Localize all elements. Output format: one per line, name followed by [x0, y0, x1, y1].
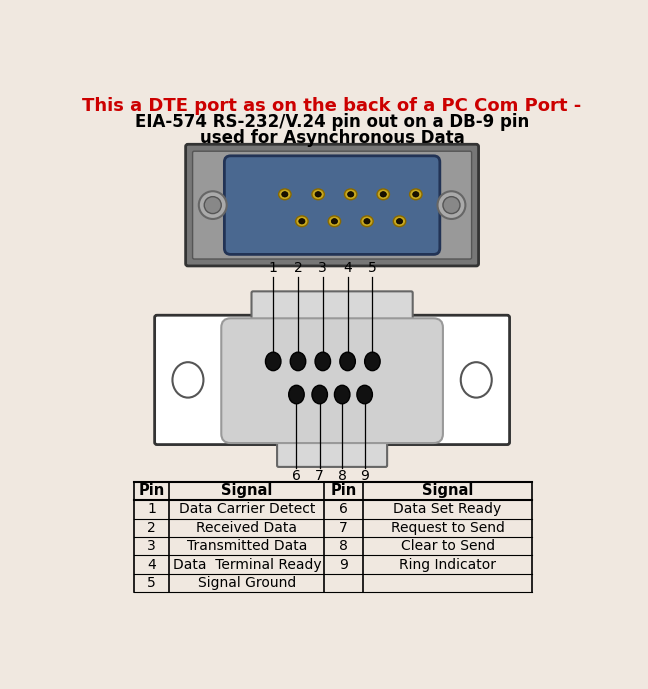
- Ellipse shape: [331, 218, 338, 224]
- Ellipse shape: [377, 189, 389, 200]
- Ellipse shape: [345, 189, 357, 200]
- Point: [316, 464, 323, 472]
- Text: 6: 6: [292, 469, 301, 483]
- Text: 7: 7: [340, 521, 348, 535]
- Ellipse shape: [413, 192, 419, 197]
- Ellipse shape: [290, 352, 306, 371]
- Text: 4: 4: [147, 557, 156, 572]
- Ellipse shape: [410, 189, 422, 200]
- Ellipse shape: [365, 352, 380, 371]
- Ellipse shape: [172, 362, 203, 398]
- Point: [343, 273, 351, 281]
- Point: [369, 348, 376, 356]
- Text: 8: 8: [340, 539, 348, 553]
- Text: 3: 3: [147, 539, 156, 553]
- Ellipse shape: [364, 218, 370, 224]
- Text: This a DTE port as on the back of a PC Com Port -: This a DTE port as on the back of a PC C…: [82, 96, 582, 114]
- FancyBboxPatch shape: [192, 151, 472, 259]
- Text: 2: 2: [147, 521, 156, 535]
- Text: Pin: Pin: [330, 483, 357, 498]
- Text: 2: 2: [294, 261, 303, 275]
- Point: [294, 348, 302, 356]
- Point: [316, 400, 323, 408]
- Text: 3: 3: [318, 261, 327, 275]
- Point: [343, 348, 351, 356]
- Ellipse shape: [279, 189, 291, 200]
- Ellipse shape: [299, 218, 305, 224]
- Ellipse shape: [340, 352, 355, 371]
- Ellipse shape: [357, 385, 373, 404]
- Text: Clear to Send: Clear to Send: [400, 539, 494, 553]
- Text: 9: 9: [360, 469, 369, 483]
- Text: Transmitted Data: Transmitted Data: [187, 539, 307, 553]
- Text: EIA-574 RS-232/V.24 pin out on a DB-9 pin: EIA-574 RS-232/V.24 pin out on a DB-9 pi…: [135, 114, 529, 132]
- Ellipse shape: [329, 216, 341, 227]
- Ellipse shape: [393, 216, 406, 227]
- FancyBboxPatch shape: [185, 144, 479, 266]
- Ellipse shape: [380, 192, 386, 197]
- Text: Signal: Signal: [422, 483, 473, 498]
- Text: Request to Send: Request to Send: [391, 521, 505, 535]
- Ellipse shape: [461, 362, 492, 398]
- Ellipse shape: [282, 192, 288, 197]
- Text: 8: 8: [338, 469, 347, 483]
- Text: 1: 1: [147, 502, 156, 516]
- Point: [292, 400, 300, 408]
- FancyBboxPatch shape: [277, 438, 387, 467]
- FancyBboxPatch shape: [221, 318, 443, 443]
- Text: Pin: Pin: [139, 483, 165, 498]
- Text: Signal Ground: Signal Ground: [198, 576, 296, 590]
- Point: [270, 273, 277, 281]
- Text: 9: 9: [340, 557, 348, 572]
- Ellipse shape: [361, 216, 373, 227]
- Ellipse shape: [295, 216, 308, 227]
- Ellipse shape: [199, 192, 227, 219]
- FancyBboxPatch shape: [155, 316, 509, 444]
- Text: Received Data: Received Data: [196, 521, 297, 535]
- Text: Data Set Ready: Data Set Ready: [393, 502, 502, 516]
- Point: [338, 464, 346, 472]
- Point: [361, 464, 369, 472]
- FancyBboxPatch shape: [251, 291, 413, 324]
- Text: Signal: Signal: [221, 483, 273, 498]
- Ellipse shape: [204, 196, 221, 214]
- Text: Ring Indicator: Ring Indicator: [399, 557, 496, 572]
- Text: 4: 4: [343, 261, 352, 275]
- Ellipse shape: [334, 385, 350, 404]
- Point: [369, 273, 376, 281]
- Ellipse shape: [347, 192, 354, 197]
- Ellipse shape: [443, 196, 460, 214]
- Point: [270, 348, 277, 356]
- Ellipse shape: [266, 352, 281, 371]
- Text: 7: 7: [316, 469, 324, 483]
- Text: 5: 5: [147, 576, 156, 590]
- Text: 5: 5: [368, 261, 376, 275]
- Text: Data Carrier Detect: Data Carrier Detect: [179, 502, 315, 516]
- Text: 6: 6: [340, 502, 348, 516]
- Point: [319, 348, 327, 356]
- Ellipse shape: [289, 385, 304, 404]
- Point: [294, 273, 302, 281]
- Ellipse shape: [312, 385, 327, 404]
- Ellipse shape: [315, 352, 330, 371]
- Text: 1: 1: [269, 261, 277, 275]
- Point: [338, 400, 346, 408]
- Point: [361, 400, 369, 408]
- Ellipse shape: [437, 192, 465, 219]
- Point: [292, 464, 300, 472]
- Ellipse shape: [315, 192, 321, 197]
- Ellipse shape: [312, 189, 325, 200]
- Point: [319, 273, 327, 281]
- Text: used for Asynchronous Data: used for Asynchronous Data: [200, 129, 465, 147]
- Text: Data  Terminal Ready: Data Terminal Ready: [172, 557, 321, 572]
- FancyBboxPatch shape: [224, 156, 440, 254]
- Ellipse shape: [397, 218, 402, 224]
